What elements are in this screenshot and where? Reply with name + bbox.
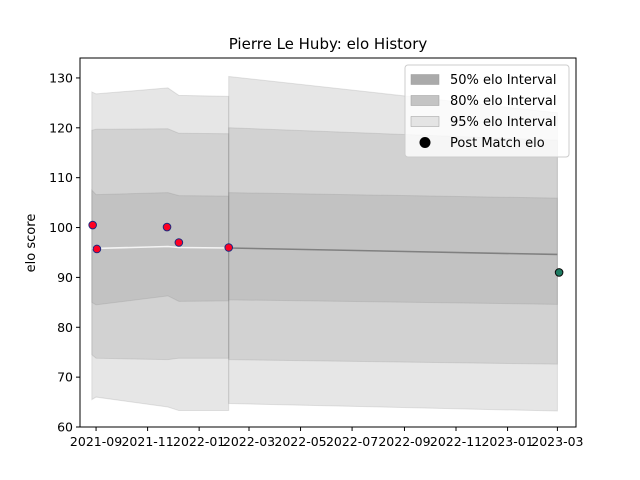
x-tick-label-2021-11: 2021-11 bbox=[121, 434, 173, 449]
y-tick-label-120: 120 bbox=[49, 120, 73, 135]
legend-label-3: Post Match elo bbox=[450, 136, 545, 151]
interval-bands bbox=[91, 75, 558, 412]
x-tick-label-2021-09: 2021-09 bbox=[70, 434, 122, 449]
legend-box bbox=[404, 64, 570, 158]
chart-title: Pierre Le Huby: elo History bbox=[229, 35, 428, 53]
band-95-history bbox=[91, 87, 230, 412]
x-tick-label-2022-07: 2022-07 bbox=[326, 434, 378, 449]
y-tick-label-130: 130 bbox=[49, 70, 73, 85]
y-tick-label-70: 70 bbox=[57, 370, 73, 385]
plot-frame bbox=[79, 57, 577, 428]
y-tick-label-60: 60 bbox=[57, 420, 73, 435]
x-tick-label-2023-01: 2023-01 bbox=[481, 434, 533, 449]
elo-point-s0-2 bbox=[162, 222, 172, 232]
legend-label-0: 50% elo Interval bbox=[450, 73, 557, 88]
legend-label-1: 80% elo Interval bbox=[450, 94, 557, 109]
band-80-history bbox=[91, 128, 230, 361]
x-tick-label-2022-11: 2022-11 bbox=[430, 434, 482, 449]
elo-point-s0-0 bbox=[88, 220, 97, 230]
y-axis-label: elo score bbox=[24, 214, 39, 273]
y-tick-label-80: 80 bbox=[57, 320, 73, 335]
elo-point-s1-0 bbox=[554, 268, 564, 277]
legend-label-2: 95% elo Interval bbox=[450, 115, 557, 130]
x-tick-label-2022-03: 2022-03 bbox=[223, 434, 275, 449]
elo-point-s0-3 bbox=[174, 238, 184, 247]
x-tick-label-2022-05: 2022-05 bbox=[274, 434, 326, 449]
legend-marker-3 bbox=[419, 137, 431, 148]
x-tick-label-2022-01: 2022-01 bbox=[173, 434, 225, 449]
legend-swatch-0 bbox=[410, 74, 440, 85]
x-tick-label-2022-09: 2022-09 bbox=[378, 434, 430, 449]
elo-point-s0-1 bbox=[92, 244, 102, 254]
legend: 50% elo Interval 80% elo Interval 95% elo … bbox=[404, 64, 570, 158]
legend-swatch-1 bbox=[410, 95, 440, 106]
band-50-projection bbox=[228, 192, 558, 305]
elo-point-s0-4 bbox=[224, 243, 234, 252]
legend-swatch-2 bbox=[410, 116, 440, 127]
y-tick-label-100: 100 bbox=[49, 220, 73, 235]
y-tick-label-110: 110 bbox=[49, 170, 73, 185]
post-match-points bbox=[88, 220, 564, 277]
y-tick-label-90: 90 bbox=[57, 270, 73, 285]
mean-line-projection bbox=[228, 247, 558, 256]
x-tick-label-2023-03: 2023-03 bbox=[531, 434, 583, 449]
